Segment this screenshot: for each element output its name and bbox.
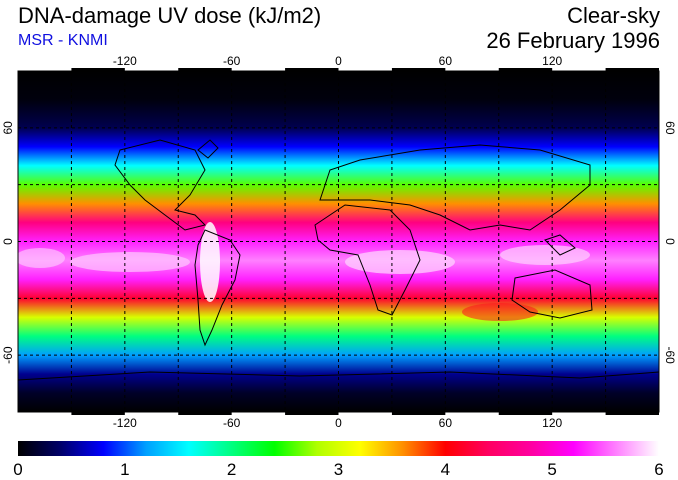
lat-tick-label-right: -60 [663, 346, 677, 364]
lon-tick-label-top: 60 [439, 54, 453, 68]
map-title: DNA-damage UV dose (kJ/m2) [18, 3, 322, 28]
high-dose-patches [18, 222, 590, 321]
lon-tick-label-bottom: 120 [542, 416, 562, 430]
lon-labels-bottom: -120 -60 0 60 120 [113, 416, 563, 430]
colorbar-tick-label: 5 [547, 460, 556, 479]
frame-tick-marks [71, 68, 659, 415]
lat-tick-label-left: 0 [1, 238, 15, 245]
colorbar-tick-label: 0 [13, 460, 22, 479]
colorbar-labels: 0 1 2 3 4 5 6 [13, 460, 663, 479]
colorbar-tick-label: 2 [227, 460, 236, 479]
lon-tick-label-bottom: -60 [223, 416, 241, 430]
coastlines [18, 139, 659, 381]
frame-tick-bottom [498, 412, 553, 415]
frame-tick-top [285, 68, 339, 71]
sky-mode-label: Clear-sky [567, 3, 660, 28]
lat-tick-label-right: 0 [663, 238, 677, 245]
colorbar-tick-label: 1 [120, 460, 129, 479]
map-area [18, 71, 659, 412]
frame-tick-top [498, 68, 553, 71]
date-label: 26 February 1996 [486, 28, 660, 53]
frame-tick-top [178, 68, 232, 71]
lon-tick-label-top: -120 [113, 54, 137, 68]
lat-tick-label-left: -60 [1, 346, 15, 364]
lat-labels-left: -60 0 60 [1, 121, 15, 364]
lon-tick-label-bottom: 0 [335, 416, 342, 430]
colorbar-tick-label: 4 [441, 460, 450, 479]
lat-labels-right: -60 0 60 [663, 121, 677, 364]
lat-tick-label-left: 60 [1, 121, 15, 135]
graticule [18, 71, 659, 412]
frame-tick-bottom [285, 412, 339, 415]
frame-tick-bottom [605, 412, 659, 415]
frame-tick-bottom [391, 412, 446, 415]
colorbar [18, 441, 659, 456]
lon-labels-top: -120 -60 0 60 120 [113, 54, 563, 68]
frame-tick-top [391, 68, 446, 71]
lat-tick-label-right: 60 [663, 121, 677, 135]
frame-tick-bottom [178, 412, 232, 415]
lon-tick-label-top: 0 [335, 54, 342, 68]
colorbar-tick-label: 3 [334, 460, 343, 479]
frame-tick-bottom [71, 412, 125, 415]
colorbar-tick-label: 6 [654, 460, 663, 479]
source-label: MSR - KNMI [18, 32, 108, 49]
frame-tick-top [71, 68, 125, 71]
frame-tick-top [605, 68, 659, 71]
lon-tick-label-top: -60 [223, 54, 241, 68]
lon-tick-label-top: 120 [542, 54, 562, 68]
lon-tick-label-bottom: -120 [113, 416, 137, 430]
lon-tick-label-bottom: 60 [439, 416, 453, 430]
